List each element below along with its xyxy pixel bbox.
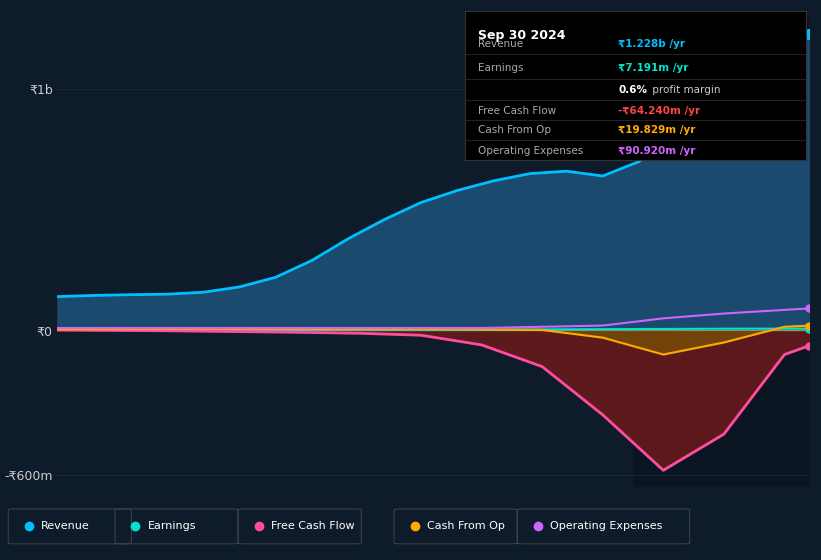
- Text: Operating Expenses: Operating Expenses: [479, 146, 584, 156]
- Text: ₹1.228b /yr: ₹1.228b /yr: [618, 39, 686, 49]
- Text: ₹19.829m /yr: ₹19.829m /yr: [618, 125, 695, 135]
- Text: Earnings: Earnings: [479, 63, 524, 73]
- Text: ₹90.920m /yr: ₹90.920m /yr: [618, 146, 695, 156]
- Text: Free Cash Flow: Free Cash Flow: [271, 521, 355, 531]
- Text: Revenue: Revenue: [479, 39, 524, 49]
- Text: Sep 30 2024: Sep 30 2024: [479, 29, 566, 42]
- Text: -₹64.240m /yr: -₹64.240m /yr: [618, 106, 700, 115]
- Text: ₹7.191m /yr: ₹7.191m /yr: [618, 63, 689, 73]
- Text: Operating Expenses: Operating Expenses: [550, 521, 663, 531]
- Text: Free Cash Flow: Free Cash Flow: [479, 106, 557, 115]
- Text: profit margin: profit margin: [649, 85, 721, 95]
- Text: Revenue: Revenue: [41, 521, 89, 531]
- Bar: [633, 17, 809, 487]
- Text: 0.6%: 0.6%: [618, 85, 648, 95]
- Text: Cash From Op: Cash From Op: [479, 125, 552, 135]
- Text: Cash From Op: Cash From Op: [427, 521, 505, 531]
- Text: Earnings: Earnings: [148, 521, 196, 531]
